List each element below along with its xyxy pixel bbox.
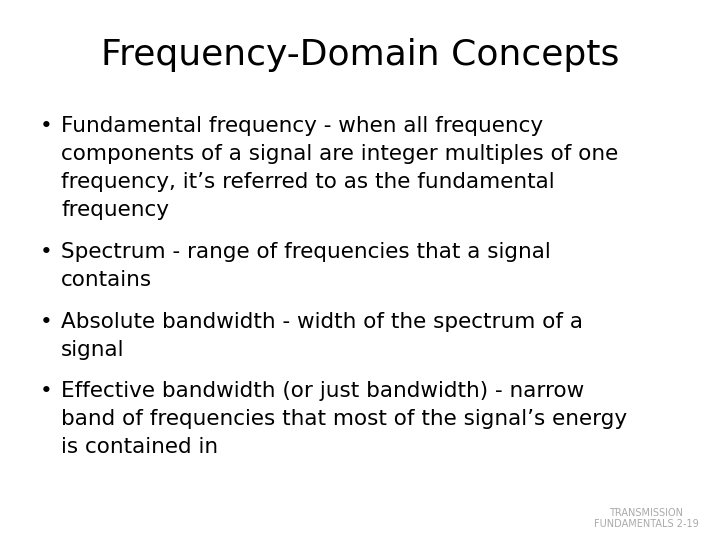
Text: •: • xyxy=(40,381,53,401)
Text: Fundamental frequency - when all frequency: Fundamental frequency - when all frequen… xyxy=(61,116,544,136)
Text: contains: contains xyxy=(61,270,153,290)
Text: components of a signal are integer multiples of one: components of a signal are integer multi… xyxy=(61,144,618,164)
Text: signal: signal xyxy=(61,340,125,360)
Text: TRANSMISSION
FUNDAMENTALS 2-19: TRANSMISSION FUNDAMENTALS 2-19 xyxy=(594,508,698,529)
Text: Spectrum - range of frequencies that a signal: Spectrum - range of frequencies that a s… xyxy=(61,242,551,262)
Text: band of frequencies that most of the signal’s energy: band of frequencies that most of the sig… xyxy=(61,409,627,429)
Text: •: • xyxy=(40,312,53,332)
Text: Absolute bandwidth - width of the spectrum of a: Absolute bandwidth - width of the spectr… xyxy=(61,312,583,332)
Text: frequency: frequency xyxy=(61,200,169,220)
Text: •: • xyxy=(40,242,53,262)
Text: Effective bandwidth (or just bandwidth) - narrow: Effective bandwidth (or just bandwidth) … xyxy=(61,381,585,401)
Text: frequency, it’s referred to as the fundamental: frequency, it’s referred to as the funda… xyxy=(61,172,555,192)
Text: Frequency-Domain Concepts: Frequency-Domain Concepts xyxy=(101,38,619,72)
Text: is contained in: is contained in xyxy=(61,437,218,457)
Text: •: • xyxy=(40,116,53,136)
